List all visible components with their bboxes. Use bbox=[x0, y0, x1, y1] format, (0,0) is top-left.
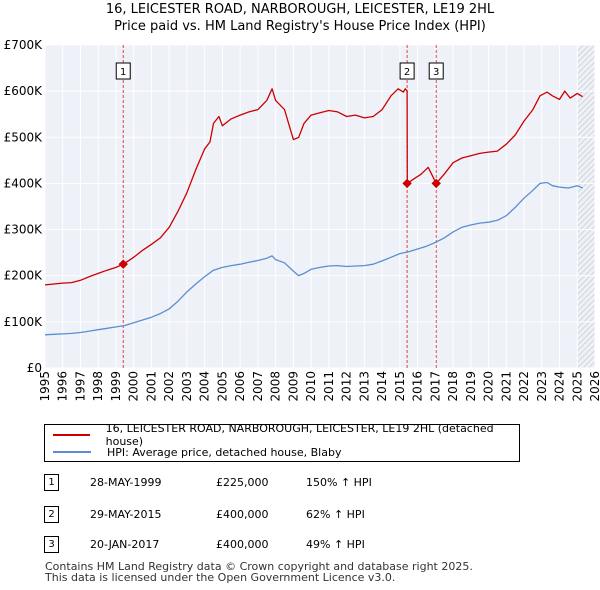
sale-point bbox=[118, 259, 128, 269]
legend-entry-hpi: HPI: Average price, detached house, Blab… bbox=[53, 444, 341, 460]
sale-date: 20-JAN-2017 bbox=[90, 538, 160, 551]
legend-label-hpi: HPI: Average price, detached house, Blab… bbox=[107, 445, 342, 459]
x-tick-label: 2005 bbox=[215, 371, 229, 402]
legend-entry-sale: 16, LEICESTER ROAD, NARBOROUGH, LEICESTE… bbox=[53, 422, 519, 448]
y-tick-label: £0 bbox=[27, 361, 42, 375]
x-tick-label: 1998 bbox=[91, 371, 105, 402]
legend-swatch-sale bbox=[53, 434, 90, 436]
sale-marker-box bbox=[399, 62, 415, 80]
x-tick-label: 2001 bbox=[144, 371, 158, 402]
plot-area bbox=[45, 45, 595, 368]
sale-point bbox=[402, 178, 412, 189]
sale-marker-box bbox=[428, 62, 444, 80]
sale-number-badge: 2 bbox=[44, 506, 59, 523]
x-tick-label: 2023 bbox=[535, 371, 549, 402]
x-tick-label: 2021 bbox=[499, 371, 513, 402]
x-tick-label: 2014 bbox=[375, 371, 389, 402]
sale-date: 28-MAY-1999 bbox=[90, 476, 162, 489]
x-tick-label: 2025 bbox=[570, 371, 584, 402]
y-tick-label: £500K bbox=[4, 130, 44, 144]
x-tick-label: 2013 bbox=[357, 371, 371, 402]
sale-hpi-change: 62% ↑ HPI bbox=[306, 508, 365, 521]
y-tick-label: £400K bbox=[4, 176, 44, 190]
sale-point bbox=[431, 178, 441, 189]
x-tick-label: 2024 bbox=[553, 371, 567, 402]
x-tick-label: 2022 bbox=[517, 371, 531, 402]
sale-price: £225,000 bbox=[216, 476, 269, 489]
footer-licence: This data is licensed under the Open Gov… bbox=[45, 571, 396, 584]
sale-row: 2 29-MAY-2015 £400,000 62% ↑ HPI bbox=[44, 504, 464, 524]
x-tick-label: 2000 bbox=[127, 371, 141, 402]
x-tick-label: 2012 bbox=[340, 371, 354, 402]
chart-legend: 16, LEICESTER ROAD, NARBOROUGH, LEICESTE… bbox=[44, 422, 520, 462]
x-tick-label: 2008 bbox=[269, 371, 283, 402]
x-tick-label: 2006 bbox=[233, 371, 247, 402]
x-tick-label: 2018 bbox=[446, 371, 460, 402]
sale-hpi-change: 49% ↑ HPI bbox=[306, 538, 365, 551]
x-tick-label: 2019 bbox=[464, 371, 478, 402]
sale-marker-label: 1 bbox=[120, 67, 126, 78]
x-tick-label: 1999 bbox=[109, 371, 123, 402]
y-tick-label: £100K bbox=[4, 315, 44, 329]
forecast-region bbox=[577, 45, 595, 368]
chart-subtitle: Price paid vs. HM Land Registry's House … bbox=[114, 19, 486, 34]
footer-copyright: Contains HM Land Registry data © Crown c… bbox=[45, 560, 473, 573]
x-tick-label: 2011 bbox=[322, 371, 336, 402]
sale-number-badge: 3 bbox=[44, 536, 59, 553]
x-tick-label: 2016 bbox=[411, 371, 425, 402]
hpi-series-line bbox=[44, 181, 583, 336]
x-tick-label: 2015 bbox=[393, 371, 407, 402]
sale-row: 3 20-JAN-2017 £400,000 49% ↑ HPI bbox=[44, 534, 464, 554]
sale-row: 1 28-MAY-1999 £225,000 150% ↑ HPI bbox=[44, 472, 464, 492]
x-tick-label: 2007 bbox=[251, 371, 265, 402]
legend-label-sale: 16, LEICESTER ROAD, NARBOROUGH, LEICESTE… bbox=[105, 422, 494, 448]
x-tick-label: 2020 bbox=[482, 371, 496, 402]
x-tick-label: 2010 bbox=[304, 371, 318, 402]
legend-swatch-hpi bbox=[53, 451, 91, 453]
y-tick-label: £600K bbox=[4, 84, 44, 98]
y-tick-label: £700K bbox=[4, 38, 44, 52]
sale-date: 29-MAY-2015 bbox=[90, 508, 162, 521]
sale-marker-label: 2 bbox=[404, 67, 410, 78]
sale-number-badge: 1 bbox=[44, 474, 59, 491]
x-tick-label: 1996 bbox=[56, 371, 70, 402]
price-chart: £0 £100K £200K £300K £400K £500K £600K £700K 199… bbox=[4, 38, 600, 402]
sale-marker-label: 3 bbox=[433, 67, 439, 78]
sale-price-series-line bbox=[44, 88, 583, 286]
x-tick-label: 2003 bbox=[180, 371, 194, 402]
sale-marker-box bbox=[115, 62, 131, 80]
chart-title: 16, LEICESTER ROAD, NARBOROUGH, LEICESTE… bbox=[105, 2, 495, 17]
y-tick-label: £300K bbox=[4, 223, 44, 237]
sale-price: £400,000 bbox=[216, 538, 269, 551]
sale-price: £400,000 bbox=[216, 508, 269, 521]
sale-hpi-change: 150% ↑ HPI bbox=[306, 476, 372, 489]
x-tick-label: 2004 bbox=[198, 371, 212, 402]
x-tick-label: 2002 bbox=[162, 371, 176, 402]
x-tick-label: 2026 bbox=[588, 371, 600, 402]
x-tick-label: 2009 bbox=[286, 371, 300, 402]
y-tick-label: £200K bbox=[4, 269, 44, 283]
x-tick-label: 1995 bbox=[38, 371, 52, 402]
x-tick-label: 2017 bbox=[428, 371, 442, 402]
x-tick-label: 1997 bbox=[73, 371, 87, 402]
